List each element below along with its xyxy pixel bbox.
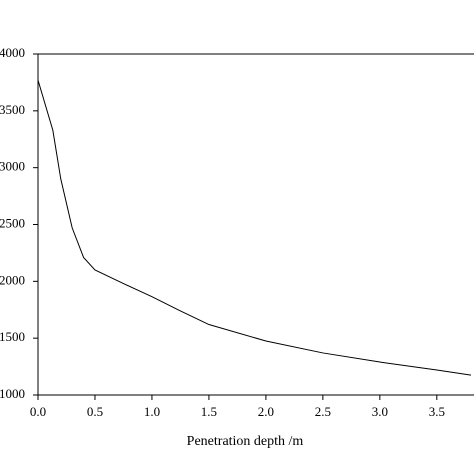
x-tick-label: 0.0 [30,404,46,419]
x-tick-label: 3.0 [372,404,388,419]
y-tick-label: 2500 [0,215,25,230]
x-tick-label: 2.0 [258,404,274,419]
x-tick-label: 1.5 [201,404,217,419]
y-tick-label: 1500 [0,329,25,344]
y-tick-label: 4000 [0,45,25,60]
y-tick-label: 3000 [0,159,25,174]
y-tick-label: 3500 [0,102,25,117]
y-tick-label: 1000 [0,386,25,401]
line-series [37,80,472,376]
x-tick-label: 3.5 [429,404,445,419]
x-tick-label: 1.0 [144,404,160,419]
x-axis-label: Penetration depth /m [187,434,304,449]
x-tick-label: 0.5 [87,404,103,419]
x-tick-label: 2.5 [315,404,331,419]
y-tick-label: 2000 [0,272,25,287]
